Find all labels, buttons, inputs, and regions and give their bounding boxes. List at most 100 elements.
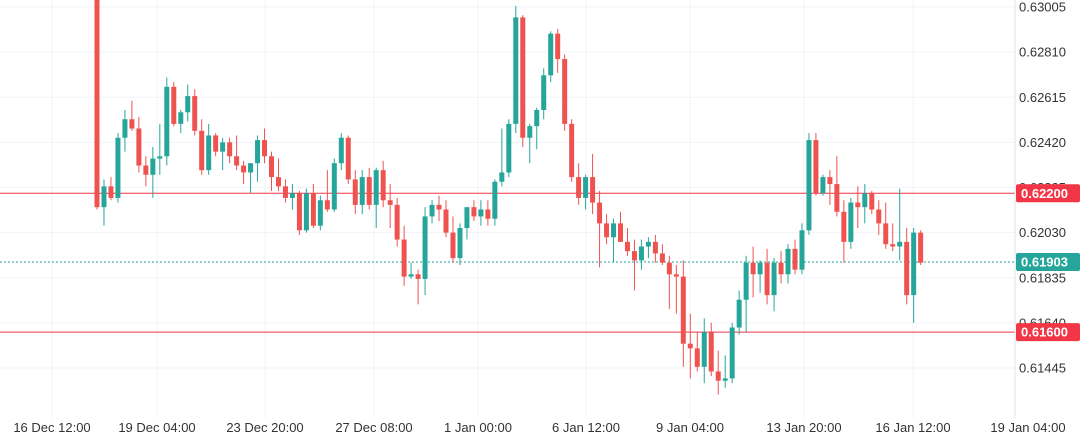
candle-body [352,179,358,205]
candle-body [541,75,547,110]
candle-body [576,177,582,198]
candle [736,290,742,335]
candle-body [604,223,610,238]
candle [429,200,435,224]
candle-body [743,262,749,300]
candle-body [429,204,435,217]
candle-body [583,177,589,198]
candle [269,151,274,191]
candle-body [827,177,833,185]
x-tick-label: 16 Dec 12:00 [13,420,90,435]
badge-upper-label: 0.62200 [1021,186,1068,201]
candle-body [771,262,777,296]
candle-body [918,232,924,263]
candle-body [262,140,268,157]
time-axis[interactable]: 16 Dec 12:00 19 Dec 04:00 23 Dec 20:00 27 D… [13,420,1065,435]
candle [213,133,219,157]
candle-body [597,202,603,224]
candle-body [555,33,561,60]
candle-body [282,186,288,198]
candle-body [122,119,128,138]
candle-body [310,193,316,226]
candle [813,133,819,196]
candle-body [513,17,519,124]
candle [876,200,882,235]
candle [324,170,330,212]
x-tick-label: 27 Dec 08:00 [335,420,412,435]
candle [178,109,184,134]
candle [890,223,896,252]
candle-body [464,207,470,228]
candle [401,225,407,286]
candle [694,332,700,372]
candle [136,116,142,173]
candle-body [422,216,428,279]
candle [848,197,854,249]
candle-body [289,193,295,198]
candle-body [471,207,477,217]
candle [834,156,840,217]
candle-body [178,112,184,124]
candle [255,135,261,182]
candle [799,223,805,275]
candle-body [380,170,386,201]
candle-body [366,177,372,205]
candle-body [736,299,742,328]
candle-body [855,202,861,208]
candle [771,258,777,312]
x-tick-label: 13 Jan 20:00 [766,420,841,435]
candle [345,135,351,185]
candle [750,246,756,298]
candle [792,239,798,275]
candle [513,5,519,134]
candle [220,137,226,171]
candle [541,68,547,120]
candle [317,195,323,231]
candle-body [450,232,456,259]
candle [185,84,191,122]
candle [478,200,484,226]
candle-body [652,241,658,254]
candle [722,355,728,388]
candle-body [415,274,421,279]
candle [506,119,512,178]
candle-body [624,241,630,252]
candle-body [220,142,226,152]
candle [680,260,686,367]
candle [443,200,449,238]
candle [604,214,610,245]
candle-body [897,241,903,247]
candle [534,107,540,150]
y-tick-label: 0.62420 [1019,135,1066,150]
candle-body [443,209,449,233]
x-tick-label: 6 Jan 12:00 [552,420,620,435]
candle [471,200,477,222]
candle-body [101,186,107,208]
candle [785,244,791,284]
candle-body [890,244,896,247]
candle-body [548,33,554,76]
candle-body [764,262,770,296]
candle-body [269,156,274,178]
candle-body [150,158,156,175]
candle-body [164,86,170,157]
y-tick-label: 0.61445 [1019,361,1066,376]
candle [527,123,533,164]
candle-body [869,193,875,210]
candle [820,174,826,196]
candle [576,163,582,205]
candle [359,170,365,215]
candle [562,54,568,131]
candle-body [534,109,540,127]
candle-body [666,262,672,275]
candle [101,179,107,226]
candle [248,163,254,194]
candle [757,260,763,293]
candle-body [757,262,763,275]
candle-body [457,227,463,259]
candle-body [394,204,400,240]
candle [743,255,749,333]
candle [157,123,163,175]
candles [94,0,924,395]
